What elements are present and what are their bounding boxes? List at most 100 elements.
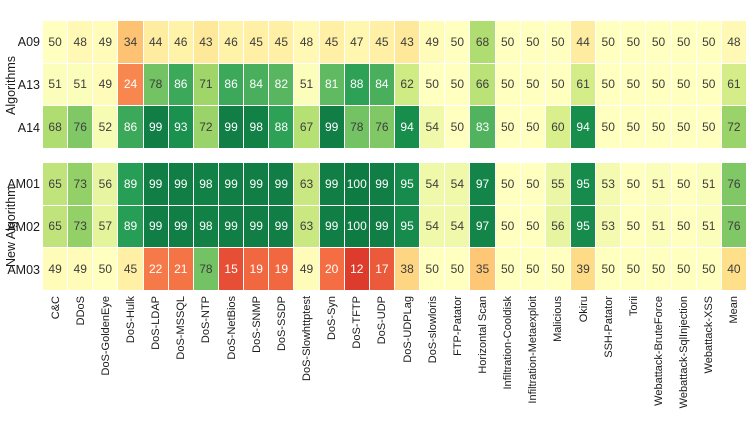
heatmap-cell: 99 xyxy=(219,163,244,205)
heatmap-cell: 84 xyxy=(369,63,394,106)
heatmap-cell: 50 xyxy=(495,21,520,63)
heatmap-cell: 50 xyxy=(420,63,445,106)
heatmap-cell: 50 xyxy=(696,63,721,106)
heatmap-cell: 50 xyxy=(545,21,570,63)
heatmap-cell: 54 xyxy=(420,163,445,205)
heatmap-cell: 50 xyxy=(420,248,445,290)
heatmap-cell: 50 xyxy=(545,248,570,290)
x-axis-label: Malicious xyxy=(552,296,565,342)
x-axis-label: DoS-NTP xyxy=(200,296,213,344)
heatmap-cell: 50 xyxy=(545,63,570,106)
heatmap-cell: 56 xyxy=(545,205,570,248)
heatmap-cell: 66 xyxy=(470,63,495,106)
heatmap-cell: 99 xyxy=(143,205,168,248)
heatmap-cell: 88 xyxy=(269,106,294,148)
heatmap-cell: 88 xyxy=(344,63,369,106)
heatmap-cell: 49 xyxy=(93,63,118,106)
heatmap-cell: 44 xyxy=(571,21,596,63)
heatmap-cell: 51 xyxy=(696,163,721,205)
heatmap-cell: 99 xyxy=(143,163,168,205)
x-axis-label: DoS-SNMP xyxy=(250,296,263,353)
heatmap-cell: 99 xyxy=(219,106,244,148)
heatmap-cell: 81 xyxy=(319,63,344,106)
heatmap-cell: 48 xyxy=(721,21,746,63)
x-axis-label: DDoS xyxy=(74,296,87,326)
heatmap-cell: 45 xyxy=(369,21,394,63)
heatmap-cell: 49 xyxy=(294,248,319,290)
heatmap-cell: 50 xyxy=(621,248,646,290)
heatmap-cell: 86 xyxy=(118,106,143,148)
heatmap-cell: 47 xyxy=(344,21,369,63)
heatmap-cell: 97 xyxy=(470,163,495,205)
heatmap-cell: 54 xyxy=(445,163,470,205)
heatmap-cell: 55 xyxy=(545,163,570,205)
heatmap-cell: 50 xyxy=(696,106,721,148)
heatmap-cell: 50 xyxy=(495,248,520,290)
x-axis-label: SSH-Patator xyxy=(602,296,615,358)
heatmap-cell: 50 xyxy=(671,21,696,63)
heatmap-cell: 48 xyxy=(294,21,319,63)
heatmap-cell: 99 xyxy=(319,205,344,248)
heatmap-cell: 78 xyxy=(143,63,168,106)
heatmap-cell: 78 xyxy=(193,248,218,290)
heatmap-cell: 50 xyxy=(671,163,696,205)
heatmap-cell: 50 xyxy=(495,163,520,205)
heatmap-cell: 98 xyxy=(193,205,218,248)
row-label-am02: AM02 xyxy=(7,219,40,234)
heatmap-cell: 50 xyxy=(696,21,721,63)
heatmap-cell: 61 xyxy=(571,63,596,106)
heatmap-cell: 50 xyxy=(671,205,696,248)
heatmap-cell: 99 xyxy=(369,205,394,248)
heatmap-cell: 76 xyxy=(721,205,746,248)
heatmap-cell: 49 xyxy=(68,248,93,290)
heatmap-cell: 19 xyxy=(244,248,269,290)
heatmap-cell: 35 xyxy=(470,248,495,290)
heatmap-cell: 19 xyxy=(269,248,294,290)
heatmap-cell: 50 xyxy=(671,106,696,148)
heatmap-cell: 50 xyxy=(43,21,68,63)
heatmap-cell: 76 xyxy=(721,163,746,205)
heatmap-cell: 34 xyxy=(118,21,143,63)
heatmap-cell: 51 xyxy=(696,205,721,248)
heatmap-cell: 52 xyxy=(93,106,118,148)
heatmap-cell: 50 xyxy=(621,106,646,148)
heatmap-cell: 76 xyxy=(369,106,394,148)
heatmap-cell: 50 xyxy=(93,248,118,290)
heatmap-cell: 73 xyxy=(68,163,93,205)
heatmap-cell: 50 xyxy=(621,163,646,205)
heatmap-cell: 99 xyxy=(143,106,168,148)
heatmap-cell: 50 xyxy=(445,21,470,63)
heatmap-cell: 50 xyxy=(621,205,646,248)
heatmap-cell: 67 xyxy=(294,106,319,148)
heatmap-cell: 40 xyxy=(721,248,746,290)
heatmap-cell: 68 xyxy=(470,21,495,63)
heatmap-cell: 15 xyxy=(219,248,244,290)
heatmap-cell: 50 xyxy=(520,248,545,290)
heatmap-cell: 78 xyxy=(344,106,369,148)
heatmap-cell: 46 xyxy=(219,21,244,63)
heatmap-cell: 54 xyxy=(445,205,470,248)
heatmap-cell: 45 xyxy=(319,21,344,63)
heatmap-cell: 63 xyxy=(294,163,319,205)
heatmap-cell: 53 xyxy=(596,205,621,248)
heatmap-cell: 71 xyxy=(193,63,218,106)
x-axis-label: DoS-GoldenEye xyxy=(99,296,112,376)
x-axis-label: DoS-NetBios xyxy=(225,296,238,360)
heatmap-cell: 99 xyxy=(319,106,344,148)
heatmap-cell: 57 xyxy=(93,205,118,248)
heatmap-cell: 50 xyxy=(671,63,696,106)
heatmap-cell: 22 xyxy=(143,248,168,290)
x-axis-label: Infiltration-Cooldisk xyxy=(502,296,515,390)
heatmap-cell: 95 xyxy=(395,163,420,205)
heatmap-cell: 50 xyxy=(621,21,646,63)
heatmap-cell: 50 xyxy=(445,63,470,106)
heatmap-cell: 53 xyxy=(596,163,621,205)
x-axis-label: Okiru xyxy=(577,296,590,323)
heatmap-cell: 50 xyxy=(520,163,545,205)
heatmap-cell: 50 xyxy=(696,248,721,290)
heatmap-cell: 54 xyxy=(420,205,445,248)
heatmap-cell: 50 xyxy=(495,205,520,248)
heatmap-cell: 94 xyxy=(571,106,596,148)
heatmap-cell: 51 xyxy=(43,63,68,106)
heatmap-cell: 100 xyxy=(344,205,369,248)
